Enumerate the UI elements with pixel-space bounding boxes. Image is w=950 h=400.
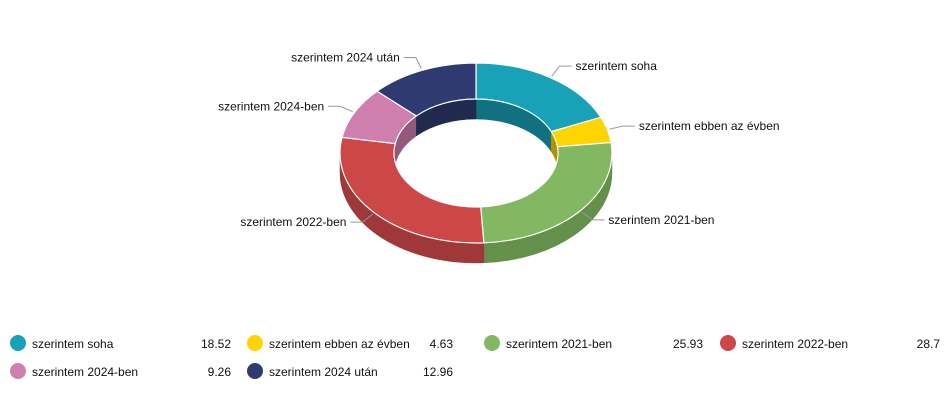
donut-slice-2[interactable]: [480, 141, 613, 244]
donut-slice-5[interactable]: [376, 62, 477, 117]
slice-label-2: szerintem 2021-ben: [608, 213, 714, 227]
legend-value: 25.93: [672, 337, 703, 351]
legend-value: 9.26: [207, 365, 231, 379]
legend-item-4[interactable]: szerintem 2024-ben 9.26: [10, 360, 231, 382]
slice-labels: szerintem soha szerintem ebben az évben sz…: [218, 51, 779, 230]
legend-value: 4.63: [429, 337, 453, 351]
slice-leader-line-3: [350, 213, 374, 223]
donut-slice-3[interactable]: [339, 136, 485, 244]
legend-swatch: [10, 363, 26, 379]
legend-item-3[interactable]: szerintem 2022-ben 28.7: [720, 332, 940, 354]
donut-chart: szerintem soha szerintem ebben az évben sz…: [218, 51, 780, 264]
slice-label-5: szerintem 2024 után: [291, 51, 400, 65]
legend-swatch: [10, 335, 26, 351]
donut-slices: [339, 62, 613, 244]
legend: szerintem soha 18.52 szerintem ebben az év…: [0, 332, 950, 392]
legend-swatch: [720, 335, 736, 351]
legend-label: szerintem soha: [32, 337, 114, 351]
legend-label: szerintem 2021-ben: [506, 337, 613, 351]
legend-value: 28.7: [916, 337, 940, 351]
legend-value: 12.96: [422, 365, 453, 379]
slice-label-4: szerintem 2024-ben: [218, 99, 324, 113]
legend-label: szerintem ebben az évben: [269, 337, 410, 351]
legend-label: szerintem 2024-ben: [32, 365, 139, 379]
slice-leader-line-0: [551, 65, 572, 77]
slice-leader-line-2: [581, 211, 605, 221]
slice-label-3: szerintem 2022-ben: [240, 215, 346, 229]
legend-item-0[interactable]: szerintem soha 18.52: [10, 332, 231, 354]
slice-leader-line-1: [609, 125, 635, 130]
legend-swatch: [247, 335, 263, 351]
slice-label-0: szerintem soha: [576, 59, 658, 73]
legend-item-1[interactable]: szerintem ebben az évben 4.63: [247, 332, 453, 354]
legend-swatch: [484, 335, 500, 351]
chart-area: szerintem soha szerintem ebben az évben sz…: [218, 51, 780, 264]
slice-leader-line-4: [328, 105, 353, 113]
legend-item-5[interactable]: szerintem 2024 után 12.96: [247, 360, 453, 382]
slice-leader-line-5: [403, 57, 422, 69]
legend-label: szerintem 2022-ben: [742, 337, 849, 351]
legend-item-2[interactable]: szerintem 2021-ben 25.93: [484, 332, 703, 354]
legend-swatch: [247, 363, 263, 379]
slice-label-1: szerintem ebben az évben: [639, 119, 780, 133]
legend-label: szerintem 2024 után: [269, 365, 378, 379]
legend-value: 18.52: [200, 337, 231, 351]
